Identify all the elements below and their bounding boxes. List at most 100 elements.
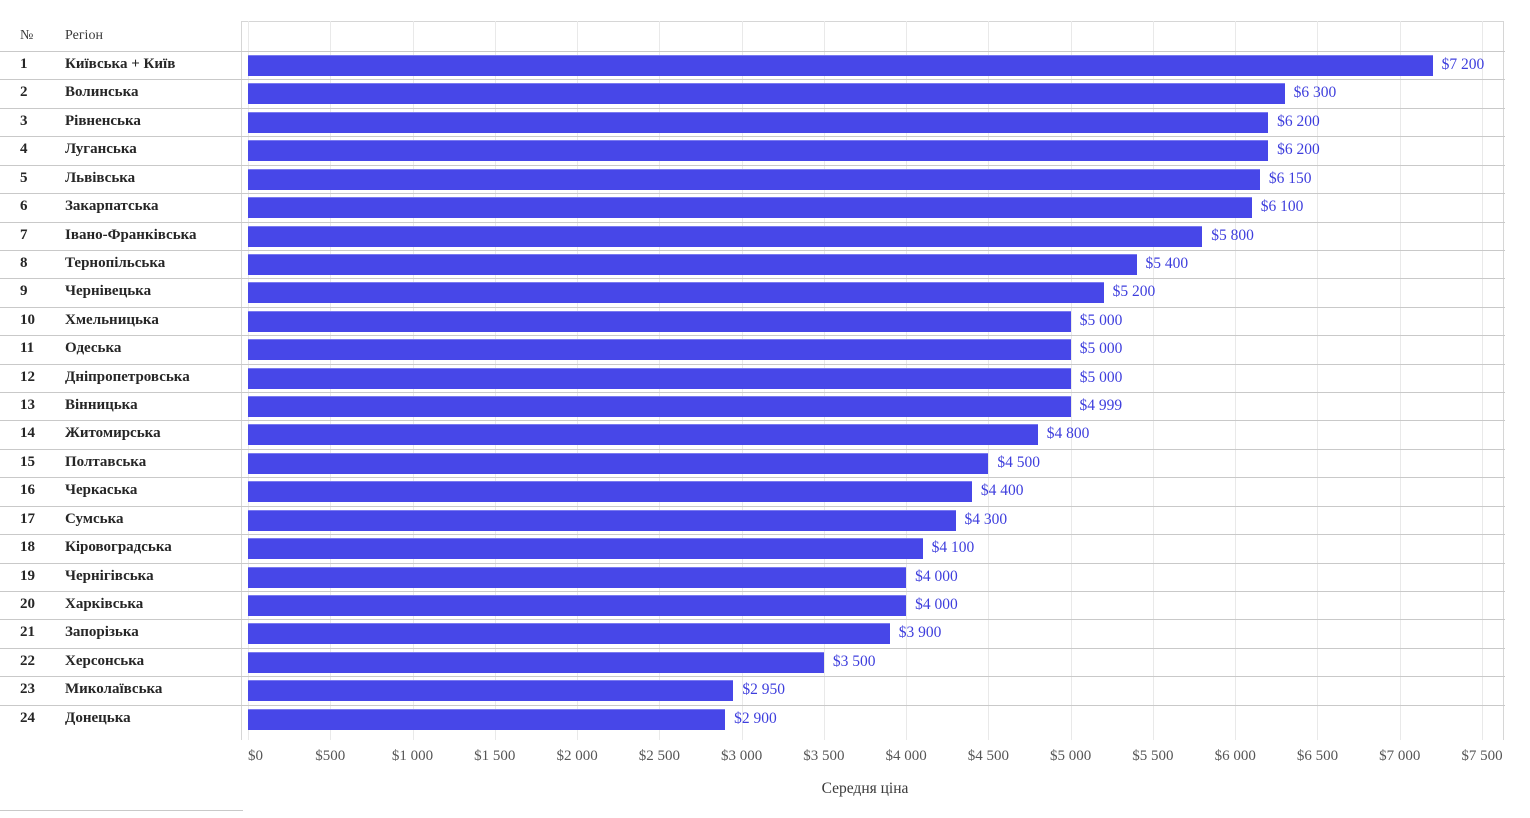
table-row: 17 Сумська $4 300 <box>0 505 1505 534</box>
bar-value-label: $4 999 <box>1079 397 1123 415</box>
x-axis-tick-label: $3 500 <box>803 748 845 764</box>
row-region-name: Запорізька <box>65 624 139 641</box>
bar-value-label: $5 800 <box>1211 226 1254 244</box>
row-region-name: Львівська <box>65 169 136 186</box>
bar[interactable] <box>248 367 1071 389</box>
row-rank: 23 <box>20 681 35 698</box>
table-row: 6 Закарпатська $6 100 <box>0 193 1505 221</box>
row-region-name: Одеська <box>65 340 122 357</box>
row-region-name: Житомирська <box>65 425 161 442</box>
bar[interactable] <box>248 538 923 560</box>
bar-value-label: $5 200 <box>1112 283 1156 301</box>
bar-value-label: $6 100 <box>1260 198 1304 216</box>
row-rank: 15 <box>20 453 35 470</box>
column-header-region: Регіон <box>65 28 103 43</box>
row-region-name: Волинська <box>65 84 139 101</box>
row-region-name: Миколаївська <box>65 681 163 698</box>
table-header-row: № Регіон <box>0 28 1505 51</box>
bar[interactable] <box>248 680 734 702</box>
table-row: 19 Чернігівська $4 000 <box>0 562 1505 591</box>
bar-value-label: $5 000 <box>1079 340 1123 358</box>
bar[interactable] <box>248 424 1038 446</box>
bar[interactable] <box>248 708 726 730</box>
row-rank: 12 <box>20 368 35 385</box>
row-rank: 14 <box>20 425 35 442</box>
table-row: 7 Івано-Франківська $5 800 <box>0 221 1505 250</box>
table-row: 18 Кіровоградська $4 100 <box>0 534 1505 562</box>
x-axis-tick-label: $5 500 <box>1132 748 1174 764</box>
table-row: 5 Львівська $6 150 <box>0 164 1505 193</box>
x-axis-tick-label: $2 000 <box>556 748 598 764</box>
row-region-name: Донецька <box>65 709 131 726</box>
bar[interactable] <box>248 55 1433 76</box>
bar[interactable] <box>248 509 956 531</box>
x-axis: $0 $500 $1 000 $1 500 $2 000 $2 500 $3 000 $3 5… <box>0 748 1530 768</box>
row-rank: 5 <box>20 169 28 186</box>
bar[interactable] <box>248 623 890 645</box>
row-rank: 1 <box>20 56 28 72</box>
row-rank: 8 <box>20 254 28 271</box>
bar-value-label: $3 900 <box>898 624 942 642</box>
bar[interactable] <box>248 282 1104 304</box>
bar-value-label: $5 400 <box>1145 254 1189 272</box>
row-region-name: Івано-Франківська <box>65 226 197 243</box>
bar-value-label: $2 900 <box>734 709 777 727</box>
bar[interactable] <box>248 651 824 673</box>
table-row: 14 Житомирська $4 800 <box>0 420 1505 448</box>
x-axis-tick-label: $6 500 <box>1296 748 1339 764</box>
bar[interactable] <box>248 481 972 503</box>
table-row: 11 Одеська $5 000 <box>0 335 1505 363</box>
bar[interactable] <box>248 594 907 616</box>
bar-value-label: $4 100 <box>931 539 975 557</box>
row-region-name: Кіровоградська <box>65 539 172 556</box>
bar[interactable] <box>248 396 1071 418</box>
bar[interactable] <box>248 140 1269 162</box>
bar-value-label: $6 200 <box>1277 141 1320 159</box>
x-axis-tick-label: $7 000 <box>1379 748 1421 764</box>
table-row: 1 Київська + Київ $7 200 <box>0 51 1505 79</box>
table-row: 20 Харківська $4 000 <box>0 590 1505 619</box>
table-row: 10 Хмельницька $5 000 <box>0 306 1505 335</box>
table-row: 21 Запорізька $3 900 <box>0 619 1505 647</box>
row-region-name: Херсонська <box>65 652 145 669</box>
row-rank: 3 <box>20 112 28 129</box>
table-row: 15 Полтавська $4 500 <box>0 448 1505 477</box>
column-header-number: № <box>20 28 34 43</box>
table-row: 12 Дніпропетровська $5 000 <box>0 363 1505 392</box>
bar[interactable] <box>248 452 989 474</box>
bar[interactable] <box>248 253 1137 275</box>
bar[interactable] <box>248 566 907 588</box>
x-axis-tick-label: $3 000 <box>720 748 763 764</box>
x-axis-tick-label: $1 000 <box>391 748 434 764</box>
table-row: 24 Донецька $2 900 <box>0 704 1505 733</box>
bar[interactable] <box>248 339 1071 361</box>
row-region-name: Вінницька <box>65 397 138 414</box>
table-row: 22 Херсонська $3 500 <box>0 647 1505 676</box>
row-region-name: Харківська <box>65 595 144 612</box>
bar[interactable] <box>248 83 1285 105</box>
row-region-name: Чернігівська <box>65 567 154 584</box>
bar[interactable] <box>248 111 1269 133</box>
table-row: 13 Вінницька $4 999 <box>0 392 1505 420</box>
row-rank: 17 <box>20 510 35 527</box>
bar[interactable] <box>248 197 1252 219</box>
x-axis-tick-label: $7 500 <box>1461 748 1503 764</box>
bar-value-label: $6 300 <box>1293 84 1337 102</box>
x-axis-title: Середня ціна <box>821 780 909 797</box>
bar-value-label: $6 150 <box>1268 169 1312 187</box>
row-region-name: Закарпатська <box>65 198 159 215</box>
x-axis-tick-label: $500 <box>315 748 346 764</box>
bar-value-label: $4 000 <box>915 595 958 613</box>
bar[interactable] <box>248 310 1071 332</box>
bar[interactable] <box>248 168 1260 190</box>
bar[interactable] <box>248 225 1203 247</box>
table-row: 4 Луганська $6 200 <box>0 136 1505 164</box>
x-axis-tick-label: $4 000 <box>885 748 927 764</box>
row-rank: 21 <box>20 624 35 641</box>
bar-value-label: $6 200 <box>1277 112 1320 130</box>
row-rank: 11 <box>20 340 35 357</box>
row-rank: 6 <box>20 198 28 215</box>
x-axis-tick-label: $1 500 <box>474 748 516 764</box>
x-axis-tick-label: $4 500 <box>967 748 1010 764</box>
